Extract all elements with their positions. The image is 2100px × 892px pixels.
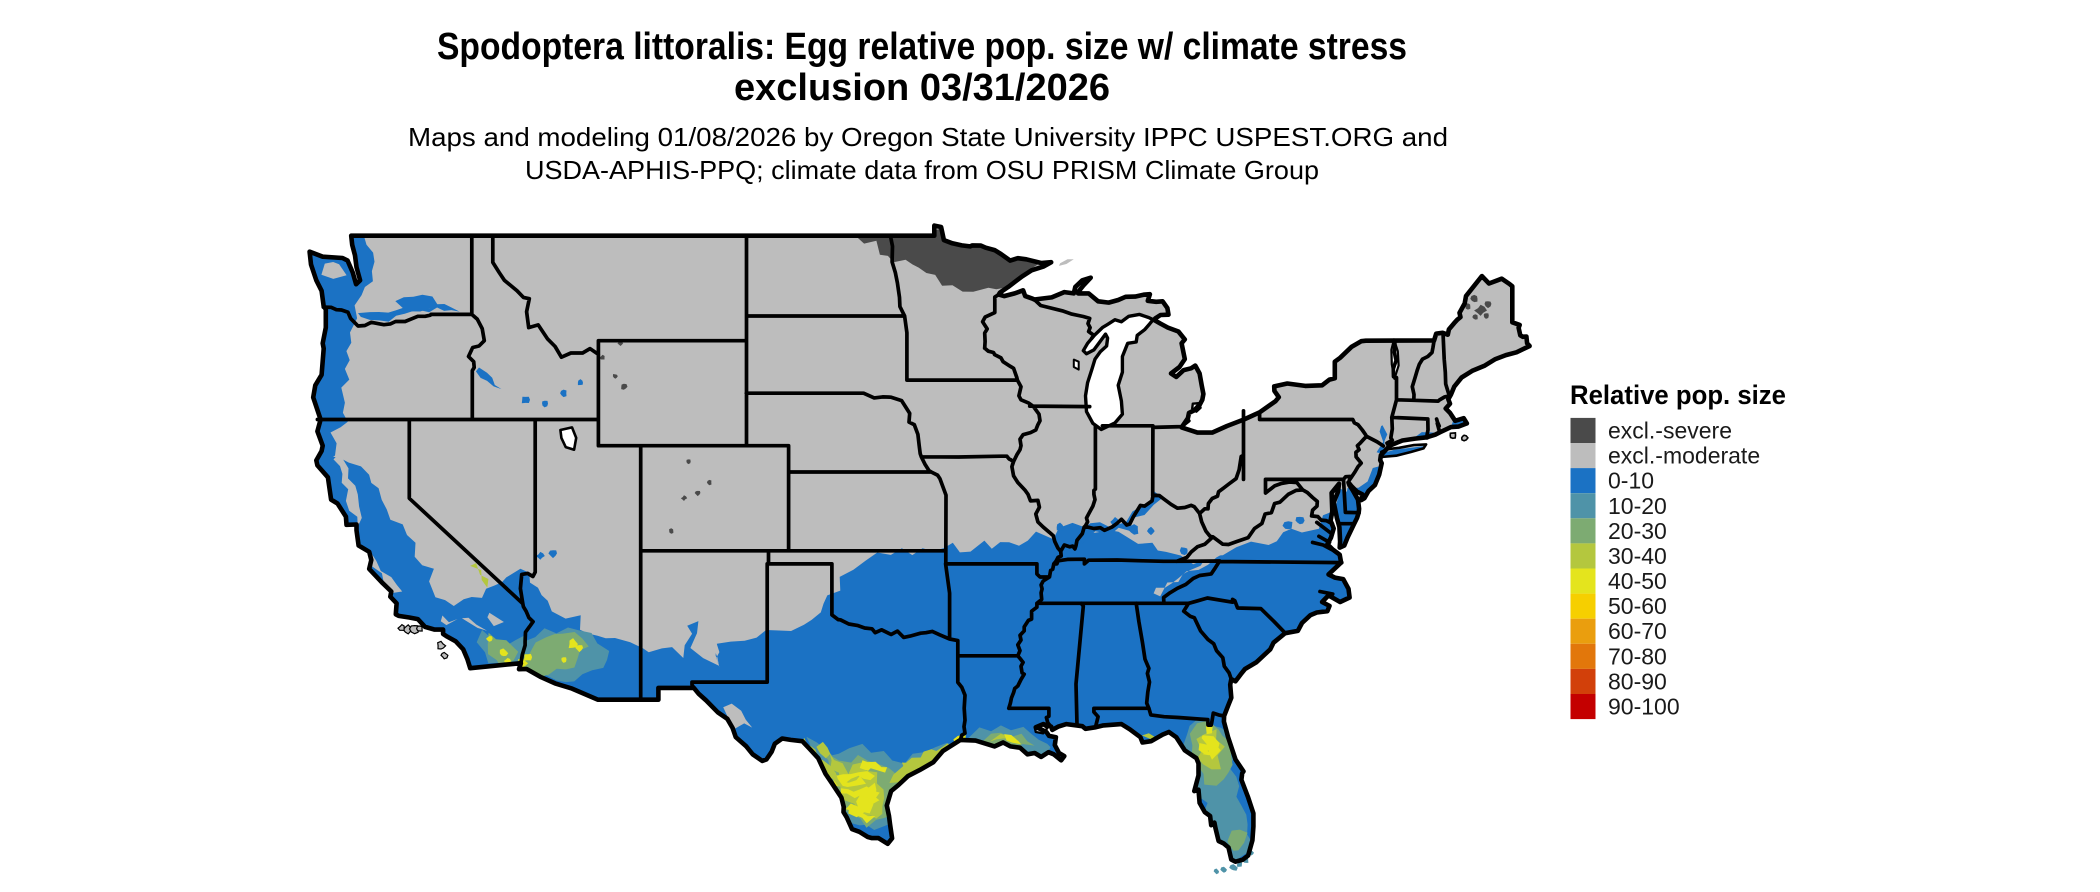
svg-text:90-100: 90-100 bbox=[1608, 694, 1680, 720]
svg-text:30-40: 30-40 bbox=[1608, 543, 1667, 569]
svg-text:Spodoptera littoralis: Egg rel: Spodoptera littoralis: Egg relative pop.… bbox=[437, 26, 1407, 68]
svg-text:80-90: 80-90 bbox=[1608, 668, 1667, 694]
svg-text:Maps and modeling 01/08/2026 b: Maps and modeling 01/08/2026 by Oregon S… bbox=[408, 122, 1448, 152]
svg-text:excl.-moderate: excl.-moderate bbox=[1608, 443, 1760, 469]
svg-text:USDA-APHIS-PPQ; climate data f: USDA-APHIS-PPQ; climate data from OSU PR… bbox=[525, 155, 1319, 185]
svg-text:exclusion 03/31/2026: exclusion 03/31/2026 bbox=[734, 67, 1110, 109]
svg-text:60-70: 60-70 bbox=[1608, 618, 1667, 644]
svg-text:10-20: 10-20 bbox=[1608, 493, 1667, 519]
svg-text:40-50: 40-50 bbox=[1608, 568, 1667, 594]
svg-text:excl.-severe: excl.-severe bbox=[1608, 417, 1732, 443]
svg-text:0-10: 0-10 bbox=[1608, 468, 1654, 494]
svg-text:70-80: 70-80 bbox=[1608, 643, 1667, 669]
svg-text:50-60: 50-60 bbox=[1608, 593, 1667, 619]
svg-text:20-30: 20-30 bbox=[1608, 518, 1667, 544]
svg-text:Relative pop. size: Relative pop. size bbox=[1570, 380, 1786, 410]
